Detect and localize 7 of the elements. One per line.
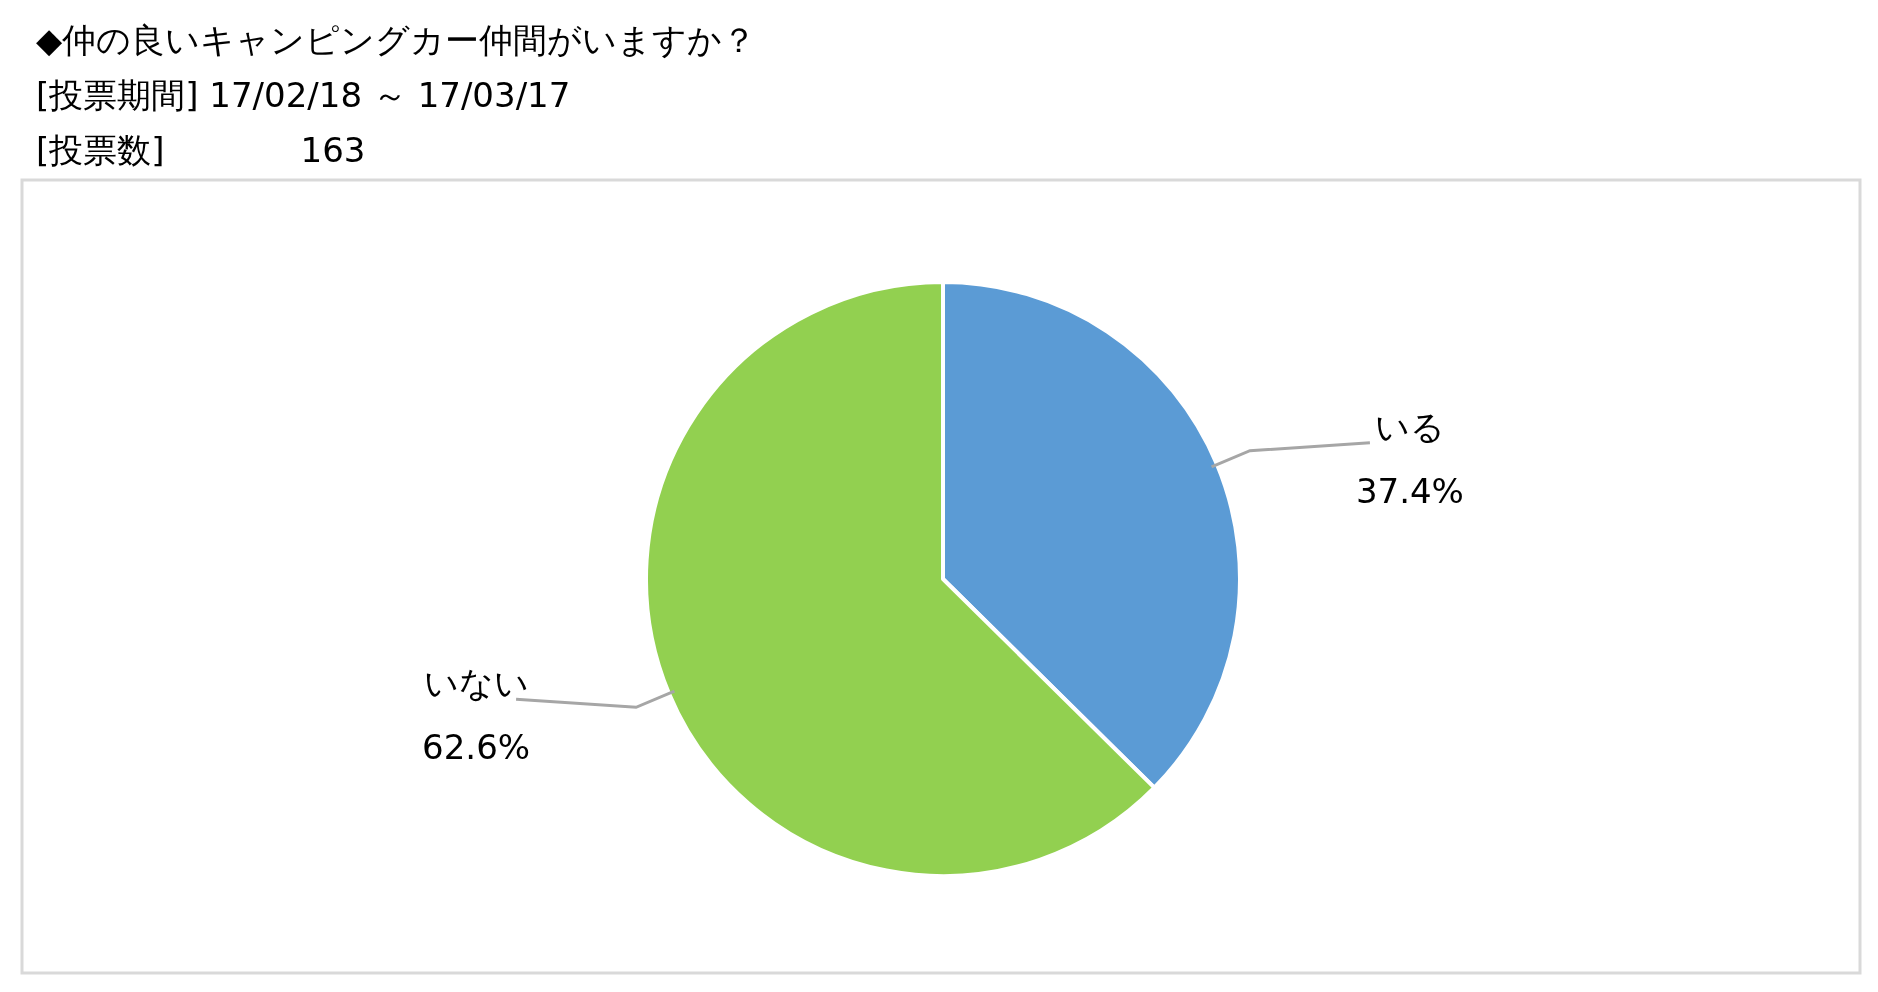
text: [投票数] 163 [36,130,366,170]
data-label: 62.6% [422,727,531,768]
chart-subtitle: [投票期間] 17/02/18 ～ 17/03/17 [36,75,571,115]
data-label: 37.4% [1355,470,1464,511]
slice-label: いる [1374,406,1445,447]
chart-title: ◆仲の良いキャンピングカー仲間がいますか？ [36,20,757,60]
slice-label: いない [423,663,529,704]
